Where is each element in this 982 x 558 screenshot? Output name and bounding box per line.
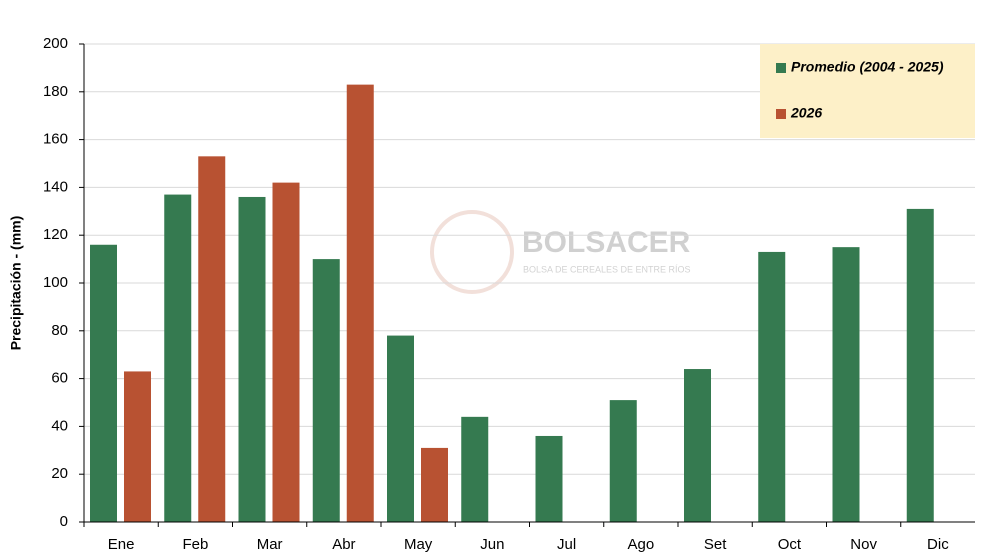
x-tick-label: Dic xyxy=(927,536,949,553)
legend: Promedio (2004 - 2025) 2026 xyxy=(760,44,975,138)
x-tick-label: Ago xyxy=(628,536,655,553)
y-tick-label: 140 xyxy=(43,178,68,195)
y-tick-label: 180 xyxy=(43,83,68,100)
bar xyxy=(461,416,489,522)
legend-label: Promedio (2004 - 2025) xyxy=(791,59,944,75)
y-tick-label: 20 xyxy=(51,465,68,482)
y-tick-label: 80 xyxy=(51,322,68,339)
x-tick-label: Ene xyxy=(108,536,135,553)
x-tick-label: Nov xyxy=(850,536,877,553)
y-tick-label: 0 xyxy=(60,513,68,530)
x-tick-label: Feb xyxy=(182,536,208,553)
bar xyxy=(906,208,934,522)
bar xyxy=(164,194,192,522)
bar xyxy=(535,435,563,522)
bar xyxy=(198,156,226,522)
bar xyxy=(421,447,448,522)
legend-swatch xyxy=(776,109,786,119)
y-tick-label: 60 xyxy=(51,370,68,387)
watermark-logo xyxy=(430,210,514,294)
watermark: BOLSACER BOLSA DE CEREALES DE ENTRE RÍOS xyxy=(430,210,691,294)
x-tick-label: Oct xyxy=(778,536,802,553)
x-tick-label: Mar xyxy=(257,536,283,553)
x-tick-label: Jul xyxy=(557,536,576,553)
legend-label: 2026 xyxy=(790,105,822,121)
watermark-title: BOLSACER xyxy=(522,226,691,259)
bar xyxy=(609,400,637,522)
y-tick-label: 40 xyxy=(51,417,68,434)
bar xyxy=(758,251,786,522)
legend-box xyxy=(760,44,975,138)
bar xyxy=(90,244,117,522)
y-axis-label: Precipitación - (mm) xyxy=(8,216,24,351)
x-tick-label: Abr xyxy=(332,536,355,553)
x-tick-label: May xyxy=(404,536,433,553)
bar xyxy=(832,247,860,522)
x-tick-label: Jun xyxy=(480,536,504,553)
bar xyxy=(346,84,374,522)
y-tick-label: 160 xyxy=(43,131,68,148)
bar xyxy=(312,259,340,522)
x-tick-label: Set xyxy=(704,536,727,553)
bar xyxy=(238,196,266,522)
watermark-subtitle: BOLSA DE CEREALES DE ENTRE RÍOS xyxy=(523,264,691,274)
y-tick-label: 100 xyxy=(43,274,68,291)
legend-swatch xyxy=(776,63,786,73)
y-tick-label: 200 xyxy=(43,35,68,52)
bar xyxy=(684,369,711,522)
bar xyxy=(124,371,151,522)
bar xyxy=(387,335,414,522)
y-tick-label: 120 xyxy=(43,226,68,243)
bar xyxy=(272,182,300,522)
